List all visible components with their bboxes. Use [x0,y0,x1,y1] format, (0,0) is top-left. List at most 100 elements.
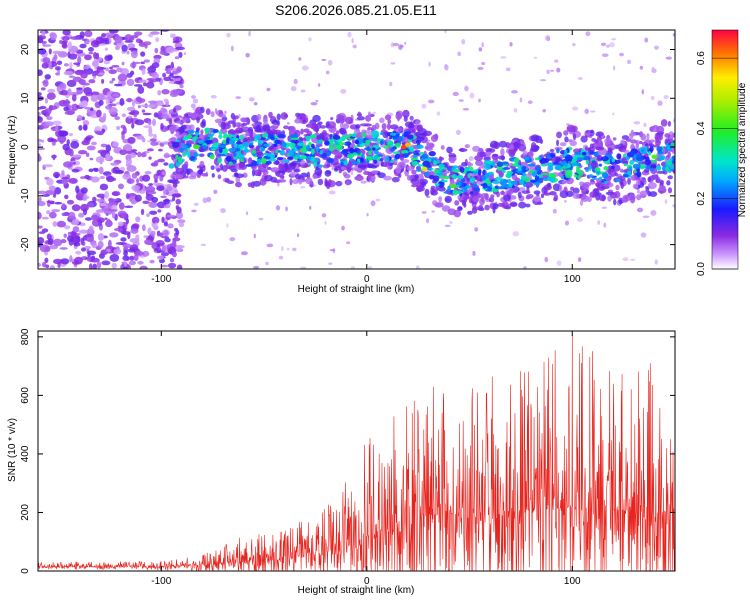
spectrogram-cell [324,220,327,225]
spectrogram-cell [109,253,120,262]
spectrogram-cell [213,189,218,195]
spectrogram-cell [571,162,580,167]
spectrogram-cell [437,181,445,188]
spectrogram-cell [210,94,217,99]
spectrogram-cell [53,258,63,265]
spectrogram-cell [122,255,130,261]
spectrogram-cell [105,105,112,110]
spectrogram-cell [356,116,365,121]
spectrogram-cell [131,172,138,179]
spectrogram-cell [340,166,346,171]
spectrogram-cell [315,99,319,103]
spectrogram-cell [478,47,483,52]
spectrogram-cell [545,35,550,41]
spectrogram-cell [121,132,125,141]
spectrogram-cell [134,194,142,202]
spectrogram-cell [289,126,296,134]
colorbar-gradient [711,29,739,270]
spectrogram-cell [404,121,413,128]
spectrogram-cell [453,169,462,173]
spectrogram-cell [151,62,160,69]
spectrogram-cell [148,100,158,104]
spectrogram-cell [288,149,294,156]
spectrogram-cell [416,144,424,149]
spectrogram-cell [104,47,108,51]
spectrogram-cell [639,190,648,197]
spectrogram-cell [72,218,80,226]
spectrogram-cell [140,51,146,57]
spectrogram-cell [121,44,128,52]
spectrogram-cell [671,146,675,154]
spectrogram-cell [225,155,232,162]
spectrogram-cell [407,134,414,140]
spectrogram-cell [509,195,517,200]
spectrogram-cell [185,151,191,156]
spectrogram-cell [133,254,139,261]
spectrogram-cell [340,162,344,167]
spectrogram-cell [125,193,130,200]
spectrogram-cell [350,266,356,269]
spectrogram-cell [657,150,664,155]
spectrogram-cell [125,116,134,124]
spectrogram-cell [172,196,176,202]
spectrogram-cell [256,158,262,165]
spectrogram-cell [484,204,490,211]
spectrogram-cell [299,159,306,166]
spectrogram-cell [394,153,401,160]
spectrogram-cell [235,181,242,188]
spectrogram-cell [500,190,506,196]
spectrogram-cell [296,152,301,158]
spectrogram-cell [117,73,128,82]
spectrogram-cell [49,265,56,269]
spectrogram-cell [181,142,185,146]
spectrogram-cell [609,42,615,48]
spectrogram-cell [218,158,223,162]
spectrogram-cell [442,175,450,180]
spectrogram-cell [166,214,175,218]
spectrogram-cell [154,248,159,252]
spectrogram-cell [163,204,171,209]
spectrogram-cell [88,47,94,52]
spectrogram-cell [82,241,86,246]
spectrogram-cell [564,220,570,226]
spectrogram-cell [591,138,596,142]
spectrogram-cell [172,251,177,258]
spectrogram-cell [257,140,264,144]
spectrogram-cell [474,227,479,232]
spectrogram-cell [171,75,181,79]
spectrogram-cell [465,185,472,189]
spectrogram-cell [104,32,115,37]
spectrogram-cell [193,151,198,158]
spectrogram-cell [303,148,308,153]
spectrogram-cell [650,95,655,101]
spectrogram-cell [328,190,336,195]
spectrogram-cell [62,30,71,36]
spectrogram-cell [46,178,54,186]
spectrogram-cell [130,62,137,68]
spectrogram-cell [533,190,541,195]
spectrogram-cell [220,208,226,214]
spectrogram-cell [629,159,635,165]
spectrogram-cell [612,112,615,116]
spectrogram-cell [380,140,384,146]
spectrogram-cell [505,67,511,72]
spectrogram-cell [401,159,410,163]
spectrogram-cell [351,38,354,44]
spectrogram-cell [550,69,554,72]
spectrogram-cell [61,176,70,180]
spectrogram-cell [68,75,75,78]
spectrogram-cell [296,116,304,120]
spectrogram-y-label: Frequency (Hz) [7,116,18,185]
spectrogram-cell [397,173,402,179]
spectrogram-cell [261,133,269,138]
spectrogram-cell [79,43,87,49]
spectrogram-cell [595,140,599,144]
spectrogram-cell [80,203,89,212]
spectrogram-cell [69,148,74,157]
spectrogram-cell [426,218,429,224]
spectrogram-cell [351,161,360,165]
spectrogram-cell [438,163,445,168]
spectrogram-cell [356,144,360,147]
spectrogram-cell [61,169,65,176]
spectrogram-cell [151,72,159,79]
